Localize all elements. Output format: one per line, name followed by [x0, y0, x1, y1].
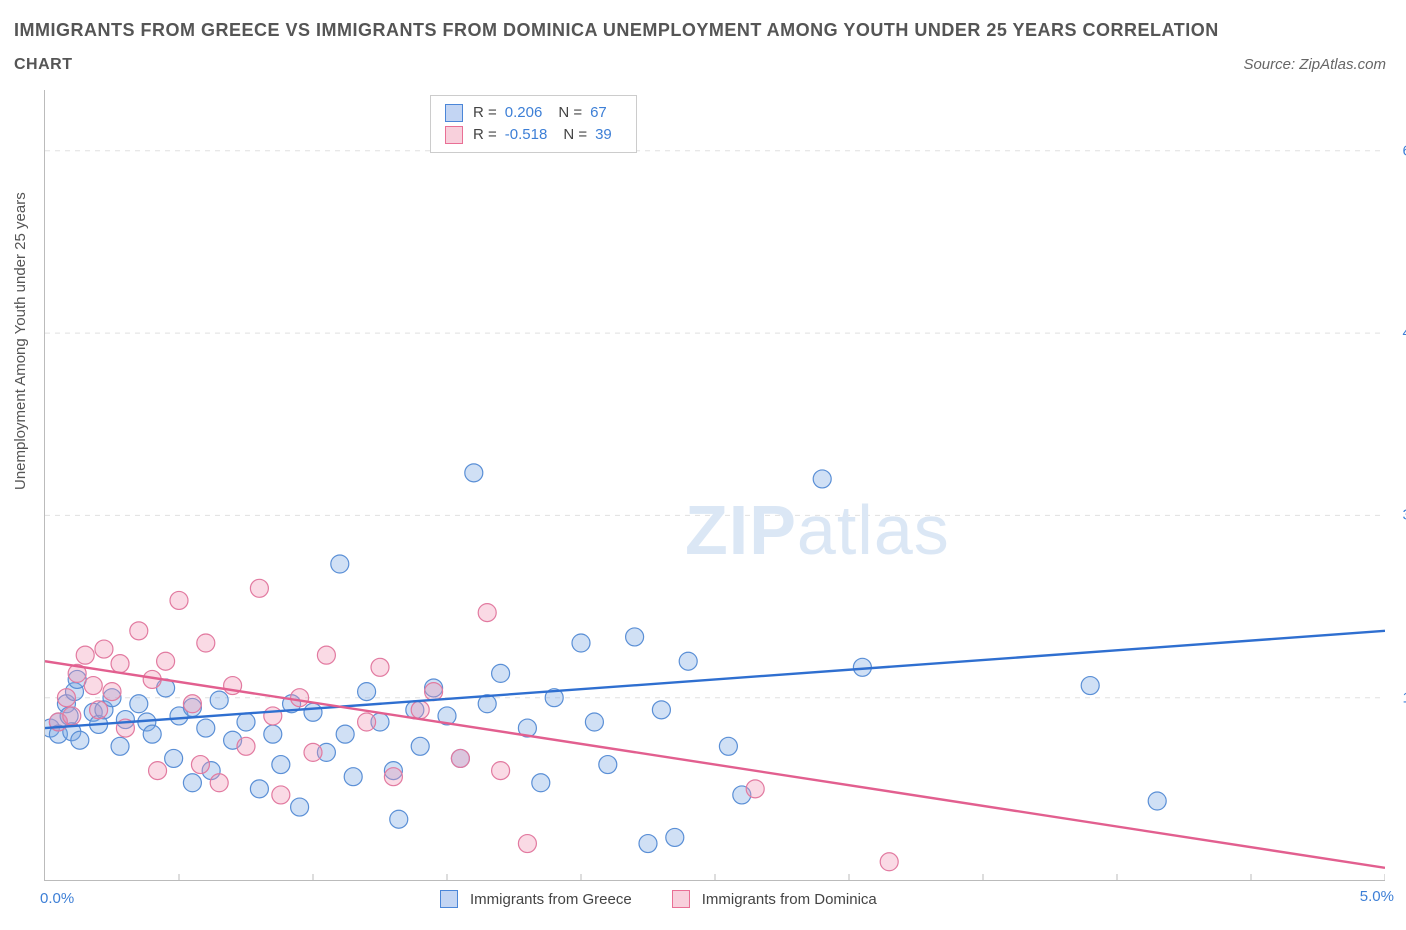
legend-stat-row: R = -0.518 N = 39: [445, 124, 622, 146]
n-label: N =: [563, 124, 587, 146]
r-value: 0.206: [505, 102, 543, 124]
x-axis-origin-label: 0.0%: [40, 890, 74, 907]
legend-swatch: [445, 126, 463, 144]
y-tick-label: 15.0%: [1402, 689, 1406, 706]
legend-stat-row: R = 0.206 N = 67: [445, 102, 622, 124]
page-title-line2: CHART: [14, 56, 73, 74]
y-tick-label: 60.0%: [1402, 142, 1406, 159]
plot-area: ZIPatlas 60.0%45.0%30.0%15.0%: [44, 90, 1385, 881]
y-axis-label: Unemployment Among Youth under 25 years: [12, 192, 29, 490]
n-label: N =: [558, 102, 582, 124]
n-value: 67: [590, 102, 607, 124]
legend-stats: R =0.206N =67R =-0.518N =39: [430, 95, 637, 153]
x-axis-max-label: 5.0%: [1360, 888, 1394, 905]
legend-series: Immigrants from Greece Immigrants from Do…: [440, 890, 877, 908]
y-tick-label: 45.0%: [1402, 325, 1406, 342]
legend-swatch: [445, 104, 463, 122]
legend-item: Immigrants from Dominica: [672, 890, 877, 908]
legend-swatch: [672, 890, 690, 908]
scatter-svg: [45, 90, 1385, 880]
r-label: R =: [473, 102, 497, 124]
r-label: R =: [473, 124, 497, 146]
chart-page: IMMIGRANTS FROM GREECE VS IMMIGRANTS FRO…: [0, 0, 1406, 930]
page-title: IMMIGRANTS FROM GREECE VS IMMIGRANTS FRO…: [14, 20, 1219, 41]
legend-swatch: [440, 890, 458, 908]
r-value: -0.518: [505, 124, 548, 146]
n-value: 39: [595, 124, 612, 146]
legend-label: Immigrants from Dominica: [702, 891, 877, 908]
legend-label: Immigrants from Greece: [470, 891, 632, 908]
legend-item: Immigrants from Greece: [440, 890, 632, 908]
y-tick-label: 30.0%: [1402, 507, 1406, 524]
source-label: Source: ZipAtlas.com: [1243, 56, 1386, 73]
